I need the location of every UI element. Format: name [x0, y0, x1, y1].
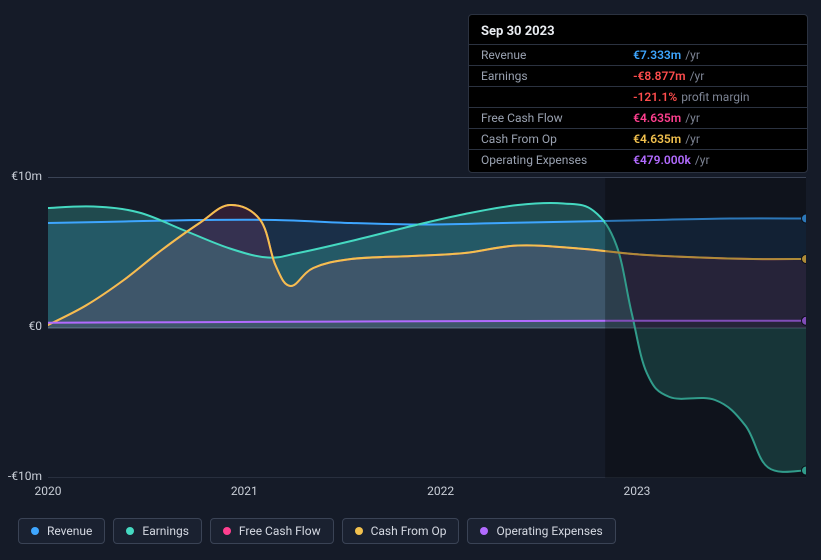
- x-axis-label: 2021: [214, 484, 274, 498]
- tooltip-row-value: €7.333m/yr: [621, 45, 807, 66]
- legend-dot-icon: [355, 527, 363, 535]
- legend-item[interactable]: Cash From Op: [342, 518, 460, 544]
- tooltip-row-label: Revenue: [469, 45, 621, 66]
- tooltip-row-label: Cash From Op: [469, 129, 621, 150]
- legend-item[interactable]: Earnings: [113, 518, 202, 544]
- x-axis-label: 2022: [411, 484, 471, 498]
- chart-container: Sep 30 2023 Revenue€7.333m/yrEarnings-€8…: [0, 0, 821, 560]
- tooltip-row-label: Free Cash Flow: [469, 108, 621, 129]
- tooltip-row-label: Operating Expenses: [469, 150, 621, 171]
- tooltip-row: Cash From Op€4.635m/yr: [469, 129, 807, 150]
- legend-item[interactable]: Revenue: [18, 518, 105, 544]
- legend-label: Cash From Op: [371, 524, 447, 538]
- tooltip-row-value: -€8.877m/yr: [621, 66, 807, 87]
- tooltip-title: Sep 30 2023: [469, 21, 807, 44]
- legend-item[interactable]: Operating Expenses: [467, 518, 615, 544]
- tooltip-row: Operating Expenses€479.000k/yr: [469, 150, 807, 171]
- tooltip-row-label: [469, 87, 621, 108]
- legend-dot-icon: [480, 527, 488, 535]
- tooltip-row-value: €479.000k/yr: [621, 150, 807, 171]
- tooltip-row: Earnings-€8.877m/yr: [469, 66, 807, 87]
- legend-item[interactable]: Free Cash Flow: [210, 518, 334, 544]
- tooltip-row-value: €4.635m/yr: [621, 129, 807, 150]
- tooltip-row-value: -121.1%profit margin: [621, 87, 807, 108]
- chart-tooltip: Sep 30 2023 Revenue€7.333m/yrEarnings-€8…: [468, 14, 808, 173]
- tooltip-row: -121.1%profit margin: [469, 87, 807, 108]
- tooltip-table: Revenue€7.333m/yrEarnings-€8.877m/yr-121…: [469, 44, 807, 170]
- legend-label: Revenue: [47, 524, 92, 538]
- chart-svg: [48, 178, 806, 478]
- legend-dot-icon: [31, 527, 39, 535]
- legend-label: Earnings: [142, 524, 189, 538]
- plot-area[interactable]: [48, 177, 806, 478]
- y-axis-label: -€10m: [2, 469, 42, 483]
- tooltip-row-value: €4.635m/yr: [621, 108, 807, 129]
- y-axis-label: €0: [2, 319, 42, 333]
- legend-dot-icon: [126, 527, 134, 535]
- y-axis-label: €10m: [2, 169, 42, 183]
- legend-label: Free Cash Flow: [239, 524, 321, 538]
- x-axis-label: 2020: [18, 484, 78, 498]
- tooltip-row: Revenue€7.333m/yr: [469, 45, 807, 66]
- legend: Revenue Earnings Free Cash Flow Cash From O…: [18, 518, 616, 544]
- legend-dot-icon: [223, 527, 231, 535]
- legend-label: Operating Expenses: [496, 524, 602, 538]
- tooltip-row-label: Earnings: [469, 66, 621, 87]
- tooltip-row: Free Cash Flow€4.635m/yr: [469, 108, 807, 129]
- x-axis-label: 2023: [607, 484, 667, 498]
